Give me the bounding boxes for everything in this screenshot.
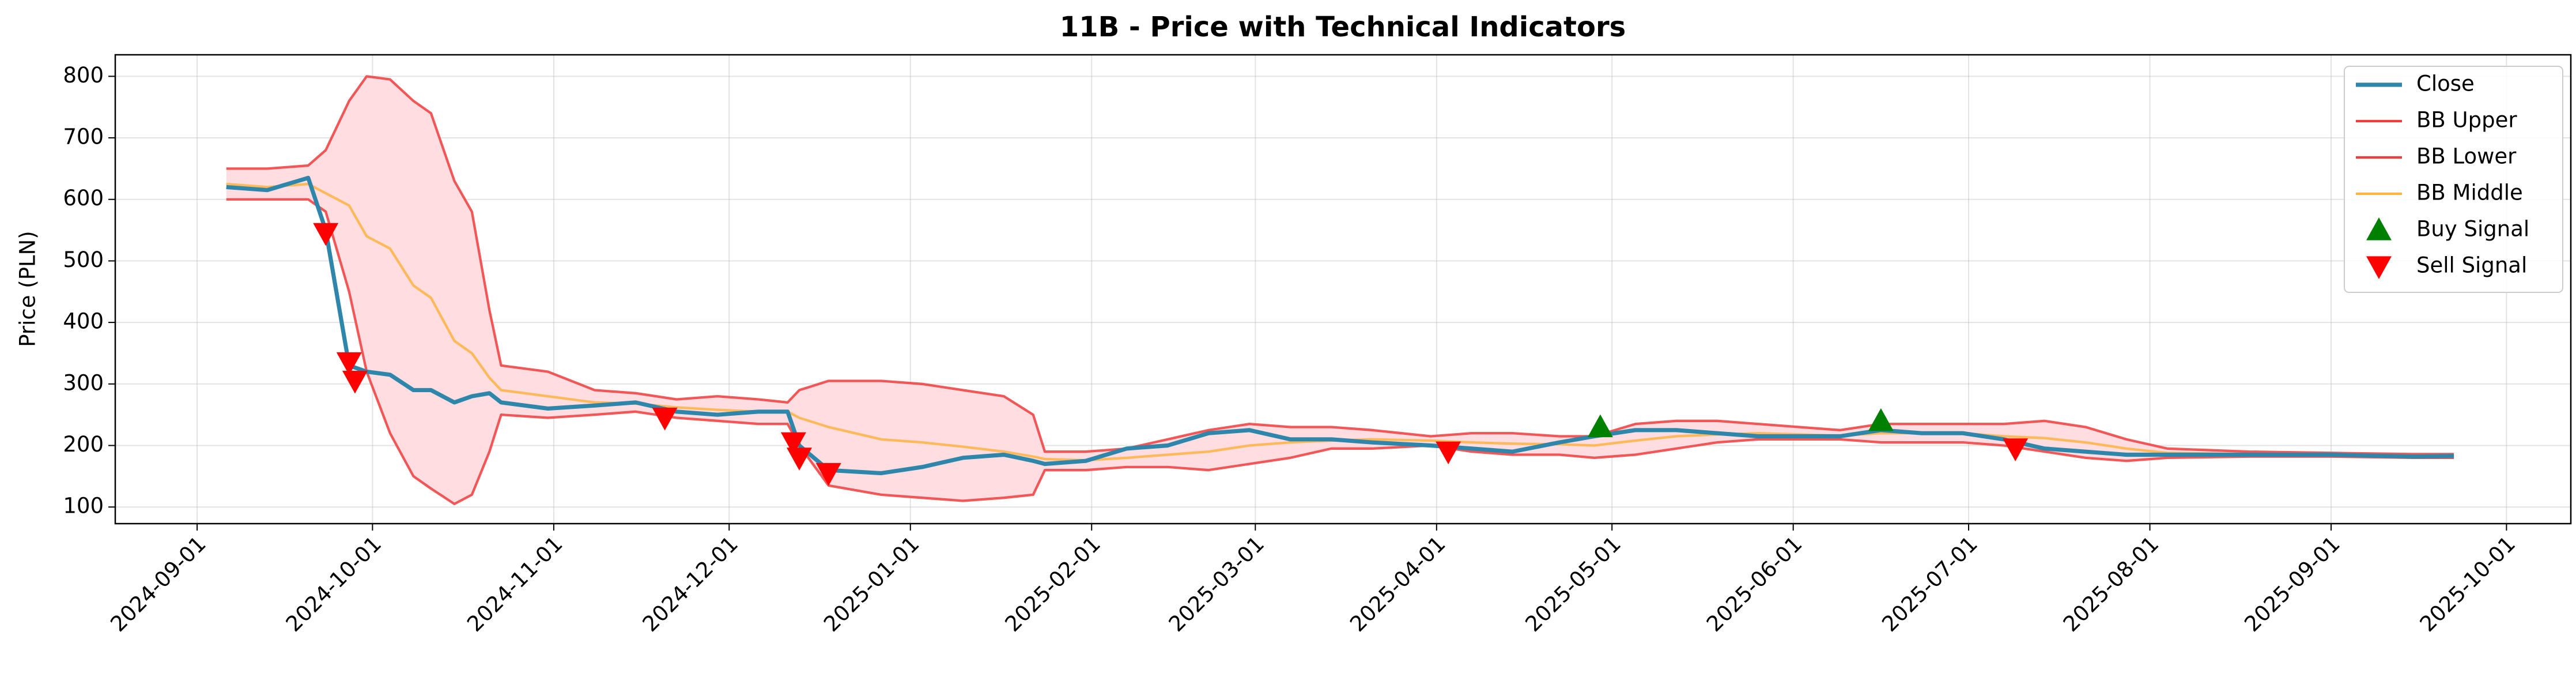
y-tick-label: 400 [63, 309, 104, 334]
legend-box [2344, 66, 2563, 293]
x-tick-label: 2024-11-01 [462, 531, 567, 636]
signal-marker [1587, 414, 1613, 438]
x-tick-label: 2025-04-01 [1345, 531, 1450, 636]
legend-label: Close [2416, 72, 2475, 96]
signal-marker [652, 407, 678, 431]
x-tick-label: 2025-06-01 [1702, 531, 1807, 636]
plot-frame [114, 54, 2572, 525]
x-tick-label: 2024-10-01 [281, 531, 386, 636]
legend-label: Buy Signal [2416, 217, 2529, 242]
y-axis-label: Price (PLN) [16, 231, 40, 347]
band-fill [226, 76, 2454, 504]
x-tick-label: 2024-09-01 [105, 531, 210, 636]
x-tick-label: 2025-09-01 [2239, 531, 2344, 636]
y-tick-label: 800 [63, 63, 104, 88]
y-tick-label: 200 [63, 432, 104, 457]
legend-swatch [2366, 256, 2392, 279]
x-tick-label: 2025-08-01 [2058, 531, 2163, 636]
y-tick-label: 300 [63, 370, 104, 395]
y-tick-label: 600 [63, 186, 104, 210]
x-tick-label: 2025-10-01 [2415, 531, 2520, 636]
y-tick-label: 500 [63, 247, 104, 272]
signal-marker [815, 463, 841, 486]
signal-marker [336, 352, 362, 375]
signal-marker [2003, 438, 2029, 461]
line [226, 198, 2454, 506]
y-tick-label: 700 [63, 125, 104, 149]
signal-marker [1436, 441, 1461, 465]
signal-marker [313, 223, 339, 246]
x-tick-label: 2025-05-01 [1521, 531, 1626, 636]
x-tick-label: 2025-01-01 [819, 531, 924, 636]
x-tick-label: 2025-02-01 [1000, 531, 1105, 636]
legend-label: Sell Signal [2416, 253, 2527, 278]
legend-label: BB Middle [2416, 181, 2523, 205]
x-tick-label: 2024-12-01 [638, 531, 743, 636]
signal-marker [342, 370, 368, 394]
chart-title: 11B - Price with Technical Indicators [1060, 11, 1626, 43]
x-tick-label: 2025-03-01 [1164, 531, 1269, 636]
y-tick-label: 100 [63, 494, 104, 518]
x-tick-label: 2025-07-01 [1877, 531, 1982, 636]
signal-marker [780, 432, 806, 456]
legend-label: BB Upper [2416, 108, 2517, 133]
line [226, 175, 2454, 476]
legend-label: BB Lower [2416, 144, 2517, 169]
legend-swatch [2366, 217, 2392, 240]
signal-marker [786, 448, 812, 471]
signal-marker [1868, 408, 1894, 431]
